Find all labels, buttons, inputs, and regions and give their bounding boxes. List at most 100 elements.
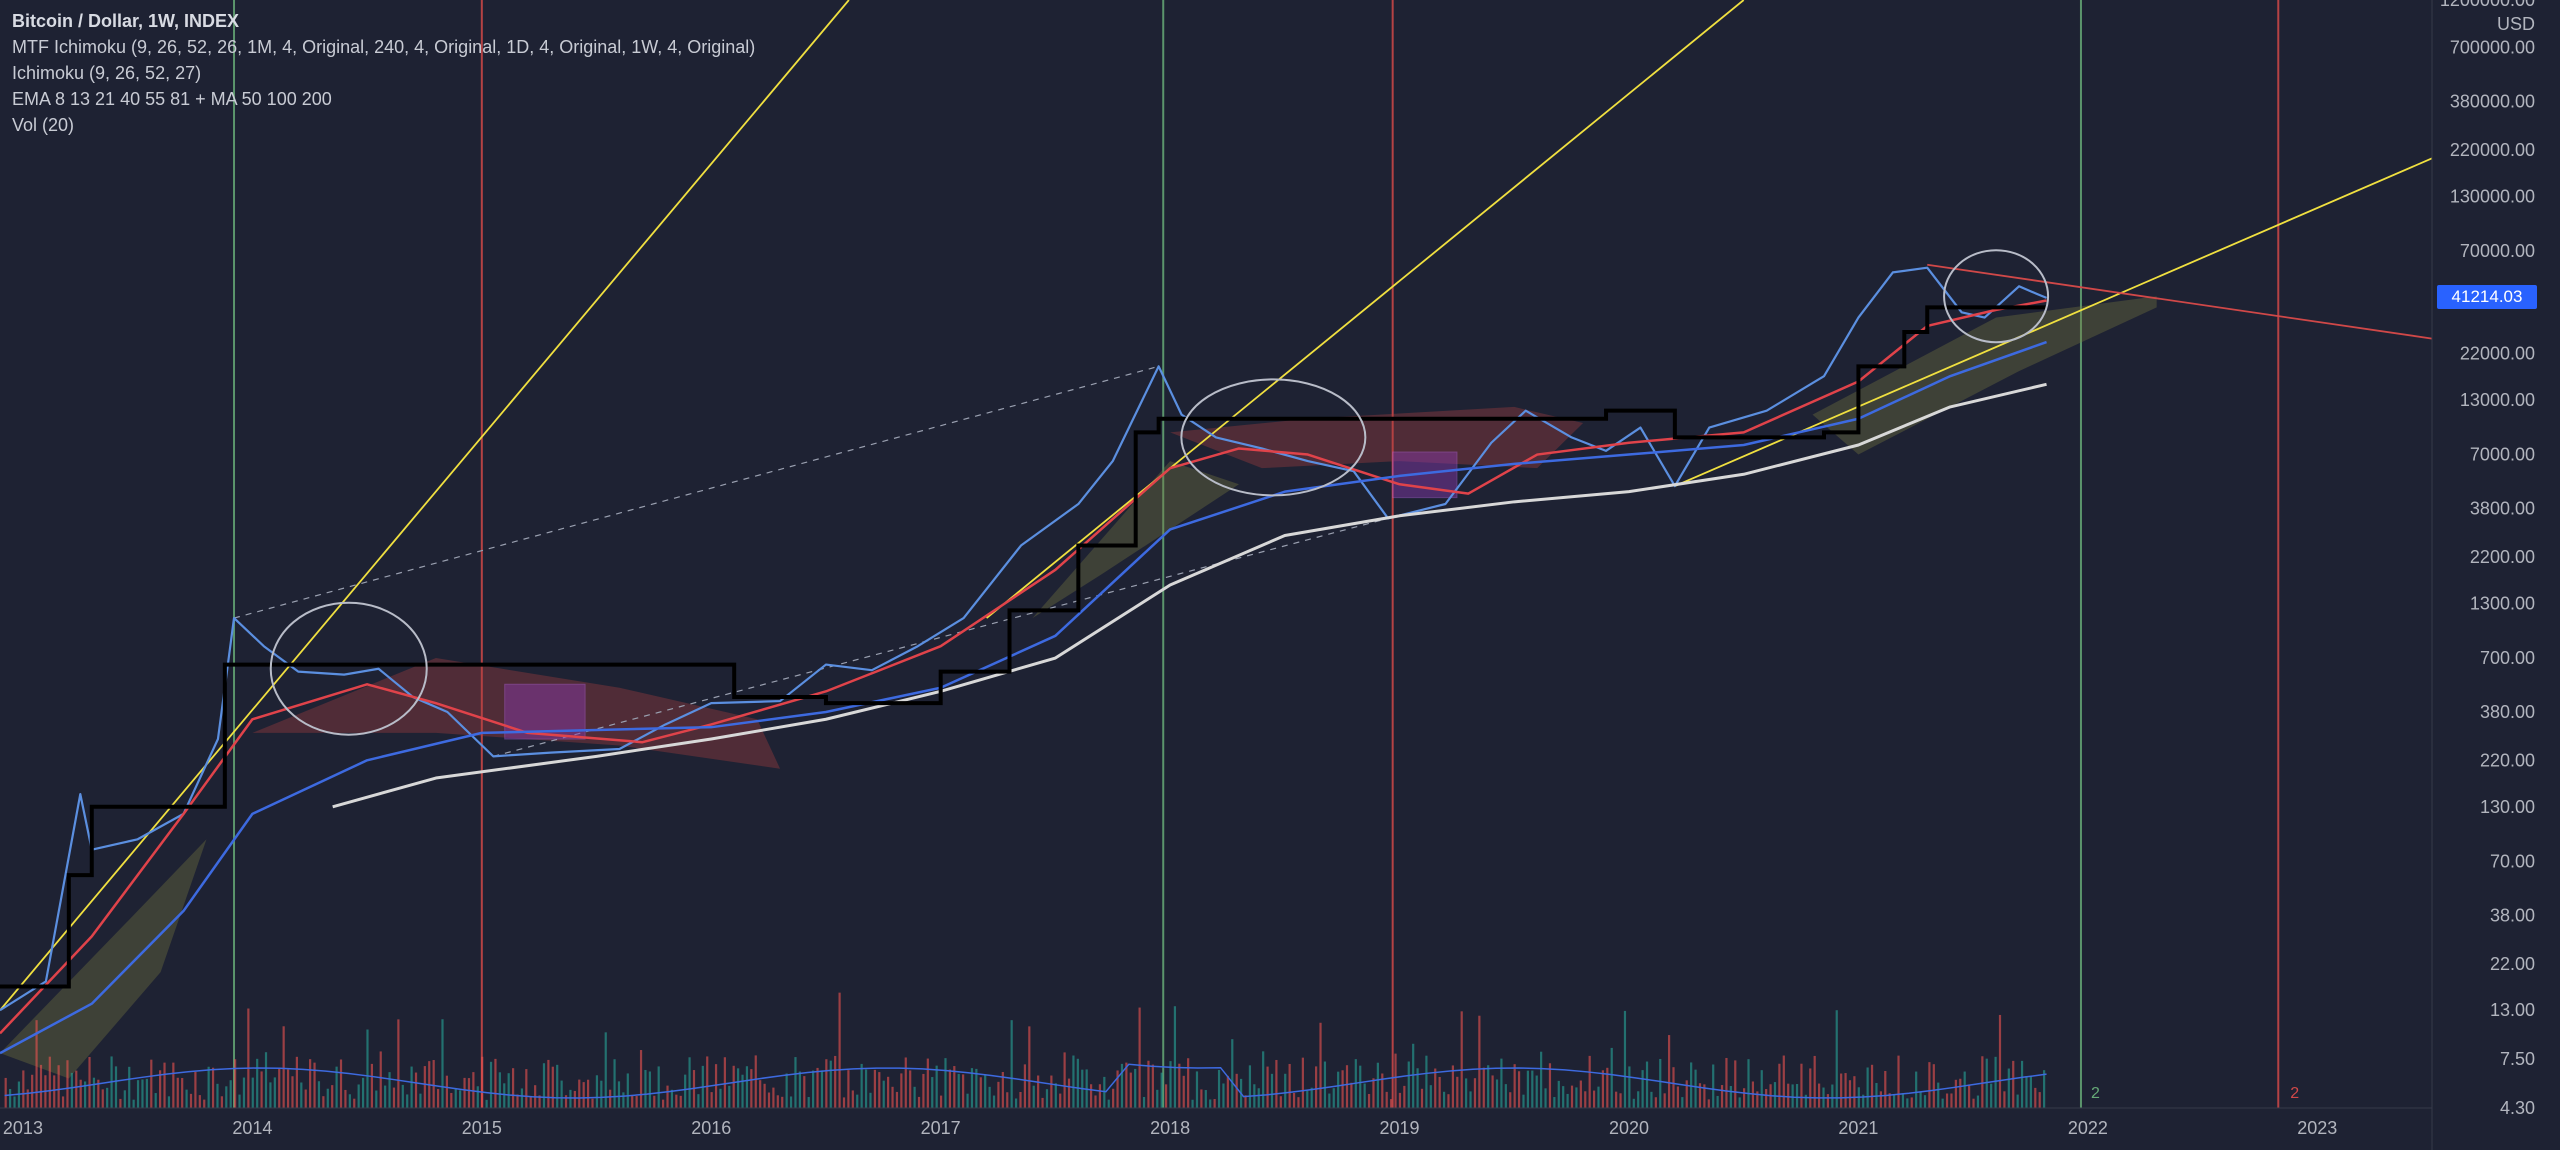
volume-bar — [339, 1059, 343, 1108]
volume-bar — [1901, 1093, 1905, 1108]
volume-bar — [286, 1069, 290, 1108]
volume-bar — [1045, 1089, 1049, 1108]
volume-bar — [335, 1066, 338, 1108]
volume-bar — [600, 1080, 603, 1108]
indicator-ema-ma[interactable]: EMA 8 13 21 40 55 81 + MA 50 100 200 — [12, 89, 332, 109]
volume-bar — [295, 1056, 298, 1108]
volume-bar — [1156, 1089, 1159, 1108]
volume-bar — [864, 1069, 868, 1108]
volume-bar — [278, 1067, 281, 1108]
trendlines — [0, 0, 2433, 1011]
volume-bar — [1734, 1060, 1737, 1108]
volume-bar — [1990, 1083, 1993, 1108]
volume-bar — [1557, 1080, 1560, 1108]
volume-bar — [1826, 1094, 1830, 1108]
volume-bar — [1998, 1014, 2002, 1108]
volume-bar — [481, 1056, 484, 1108]
volume-bar — [1879, 1091, 1882, 1108]
volume-bar — [2012, 1060, 2015, 1108]
volume-bar — [463, 1077, 466, 1108]
volume-bar — [119, 1098, 122, 1108]
volume-bar — [1773, 1082, 1777, 1108]
volume-bar — [450, 1092, 453, 1108]
volume-bar — [1809, 1068, 1812, 1108]
volume-bar — [1535, 1075, 1538, 1108]
cloud-band — [0, 839, 207, 1079]
volume-bar — [684, 1074, 687, 1108]
volume-bar — [485, 1099, 488, 1108]
volume-bar — [384, 1085, 387, 1108]
volume-bar — [1853, 1076, 1856, 1108]
volume-bar — [256, 1058, 259, 1108]
volume-bar — [1592, 1090, 1596, 1108]
volume-bar — [1442, 1091, 1446, 1108]
volume-bar — [498, 1072, 501, 1108]
x-tick-label: 2018 — [1150, 1118, 1190, 1138]
volume-bar — [1116, 1070, 1119, 1108]
circle-annotation — [269, 601, 428, 736]
volume-bar — [1698, 1083, 1702, 1108]
price-axis[interactable]: 1200000.00 700000.00 380000.00 220000.00 130… — [2431, 0, 2560, 1150]
volume-bar — [1478, 1015, 1481, 1108]
volume-bar — [1222, 1083, 1225, 1108]
volume-bar — [895, 1091, 899, 1108]
volume-bar — [1575, 1087, 1578, 1108]
volume-bar — [503, 1083, 506, 1108]
volume-bar — [238, 1094, 241, 1108]
y-tick-label: 380.00 — [2480, 702, 2535, 722]
volume-bar — [1976, 1095, 1980, 1108]
y-tick-label: 70000.00 — [2460, 241, 2535, 261]
volume-bar — [366, 1029, 369, 1108]
indicator-legend: Bitcoin / Dollar, 1W, INDEX MTF Ichimoku… — [12, 8, 755, 138]
volume-bar — [88, 1057, 91, 1108]
volume-bar — [1500, 1058, 1503, 1108]
x-tick-label: 2022 — [2068, 1118, 2108, 1138]
volume-bar — [22, 1070, 25, 1108]
volume-bar — [1747, 1059, 1750, 1108]
volume-bar — [1910, 1097, 1913, 1108]
volume-bar — [763, 1083, 766, 1108]
volume-bar — [662, 1099, 665, 1108]
volume-bar — [1275, 1059, 1278, 1108]
volume-bar — [1897, 1055, 1900, 1108]
volume-bar — [13, 1096, 16, 1108]
volume-bar — [556, 1064, 559, 1108]
volume-bar — [1932, 1064, 1935, 1108]
volume-bar — [1756, 1091, 1759, 1108]
volume-bar — [344, 1089, 347, 1108]
volume-bar — [1059, 1093, 1062, 1108]
symbol-title[interactable]: Bitcoin / Dollar, 1W, INDEX — [12, 11, 240, 31]
indicator-mtf-ichimoku[interactable]: MTF Ichimoku (9, 26, 52, 26, 1M, 4, Orig… — [12, 37, 756, 57]
volume-bar — [1438, 1076, 1441, 1108]
volume-bar — [1659, 1058, 1662, 1108]
volume-bar — [1994, 1056, 1997, 1108]
volume-bar — [1487, 1065, 1490, 1108]
indicator-volume[interactable]: Vol (20) — [12, 115, 75, 135]
cycle-label: 2 — [2290, 1085, 2299, 1102]
volume-bar — [1067, 1078, 1071, 1108]
volume-bar — [1456, 1076, 1459, 1108]
volume-bar — [163, 1062, 166, 1108]
volume-bar — [1385, 1091, 1388, 1108]
time-axis[interactable]: 2013 2014 2015 2016 2017 2018 2019 2020 2021 2022… — [0, 1107, 2432, 1138]
volume-bar — [141, 1079, 144, 1108]
volume-bar — [2016, 1094, 2019, 1108]
last-price-tag: 41214.03 — [2437, 285, 2537, 309]
volume-bar — [1835, 1010, 1838, 1108]
y-tick-label: 3800.00 — [2470, 499, 2535, 519]
volume-bar — [1672, 1067, 1675, 1108]
volume-bar — [1182, 1075, 1185, 1108]
volume-bar — [1923, 1095, 1927, 1108]
volume-bar — [53, 1075, 56, 1108]
volume-bar — [1147, 1060, 1150, 1108]
volume-bar — [1151, 1064, 1154, 1108]
volume-bar — [300, 1082, 303, 1108]
volume-bar — [79, 1079, 82, 1108]
volume-bar — [812, 1070, 815, 1108]
volume-bar — [1195, 1071, 1199, 1108]
volume-bar — [1663, 1093, 1666, 1108]
volume-bar — [772, 1087, 775, 1108]
volume-bar — [1870, 1064, 1874, 1108]
indicator-ichimoku[interactable]: Ichimoku (9, 26, 52, 27) — [12, 63, 202, 83]
